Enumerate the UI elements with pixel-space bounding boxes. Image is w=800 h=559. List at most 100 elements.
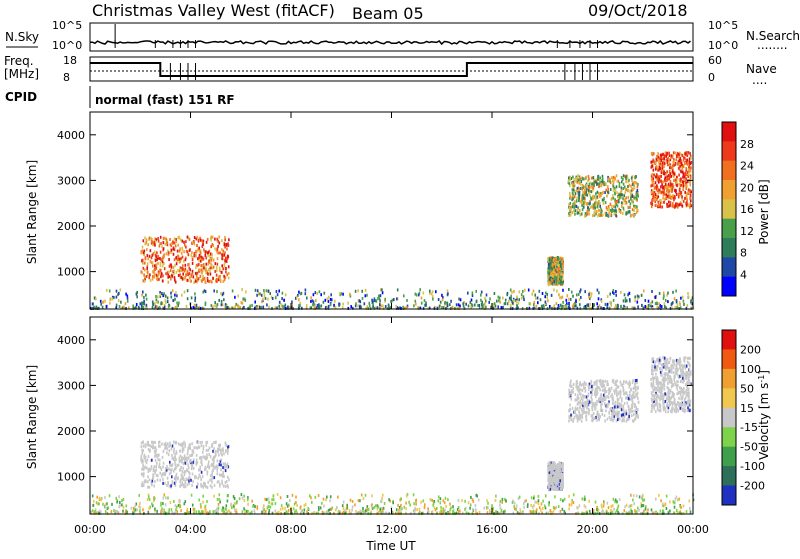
power-colorbar-label: Power [dB] [757,179,771,244]
echo-cell [560,276,562,279]
echo-cell [209,260,211,263]
echo-cell [597,289,599,292]
echo-cell [174,241,176,244]
echo-cell [533,290,535,293]
echo-cell [176,505,178,508]
echo-cell [561,272,563,275]
echo-cell [635,176,637,179]
echo-cell [99,497,101,500]
echo-cell [191,251,193,254]
echo-cell [141,251,143,254]
echo-cell [444,501,446,504]
echo-cell [151,256,153,259]
echo-cell [668,162,670,165]
echo-cell [575,209,577,212]
nave-tick-top: 60 [708,54,722,67]
echo-cell [510,289,512,292]
echo-cell [195,266,197,269]
echo-cell [120,301,122,304]
echo-cell [655,161,657,164]
echo-cell [307,507,309,510]
echo-cell [105,510,107,513]
echo-cell [191,467,193,470]
nsearch-tick-top: 10^5 [708,19,738,32]
echo-cell [659,167,661,170]
echo-cell [628,505,630,508]
echo-cell [671,197,673,200]
echo-cell [187,250,189,253]
echo-cell [594,207,596,210]
echo-cell [515,508,517,511]
echo-cell [215,452,217,455]
echo-cell [205,458,207,461]
echo-cell [210,455,212,458]
echo-cell [358,499,360,502]
echo-cell [578,199,580,202]
echo-cell [173,441,175,444]
echo-cell [689,152,691,155]
echo-cell [180,443,182,446]
echo-cell [225,443,227,446]
echo-cell [610,203,612,206]
echo-cell [299,304,301,307]
echo-cell [116,304,118,307]
echo-cell [629,298,631,301]
echo-cell [447,289,449,292]
echo-cell [570,209,572,212]
echo-cell [198,511,200,514]
echo-cell [371,494,373,497]
echo-cell [205,271,207,274]
echo-cell [613,498,615,501]
echo-cell [444,302,446,305]
echo-cell [627,206,629,209]
echo-cell [559,269,561,272]
echo-cell [195,254,197,257]
echo-cell [555,276,557,279]
echo-cell [162,465,164,468]
echo-cell [182,278,184,281]
echo-cell [584,290,586,293]
echo-cell [285,304,287,307]
echo-cell [188,466,190,469]
echo-cell [685,153,687,156]
echo-cell [219,485,221,488]
echo-cell [549,278,551,281]
colorbar-tick-label: 20 [740,181,754,194]
echo-cell [675,178,677,181]
echo-cell [155,305,157,308]
echo-cell [154,446,156,449]
echo-cell [336,506,338,509]
echo-cell [610,188,612,191]
echo-cell [663,292,665,295]
echo-cell [330,303,332,306]
echo-cell [683,185,685,188]
echo-cell [207,251,209,254]
echo-cell [141,455,143,458]
echo-cell [599,193,601,196]
echo-cell [315,291,317,294]
echo-cell [554,262,556,265]
echo-cell [557,487,559,490]
echo-cell [92,494,94,497]
echo-cell [683,505,685,508]
echo-cell [173,500,175,503]
echo-cell [142,460,144,463]
echo-cell [397,288,399,291]
echo-cell [341,292,343,295]
echo-cell [154,471,156,474]
echo-cell [310,300,312,303]
echo-cell [432,510,434,513]
echo-cell [587,194,589,197]
echo-cell [221,480,223,483]
echo-cell [605,183,607,186]
echo-cell [146,238,148,241]
date-label: 09/Oct/2018 [588,1,688,20]
echo-cell [223,485,225,488]
echo-cell [603,197,605,200]
echo-cell [350,499,352,502]
echo-cell [613,197,615,200]
echo-cell [305,503,307,506]
echo-cell [501,501,503,504]
echo-cell [108,506,110,509]
echo-cell [578,188,580,191]
